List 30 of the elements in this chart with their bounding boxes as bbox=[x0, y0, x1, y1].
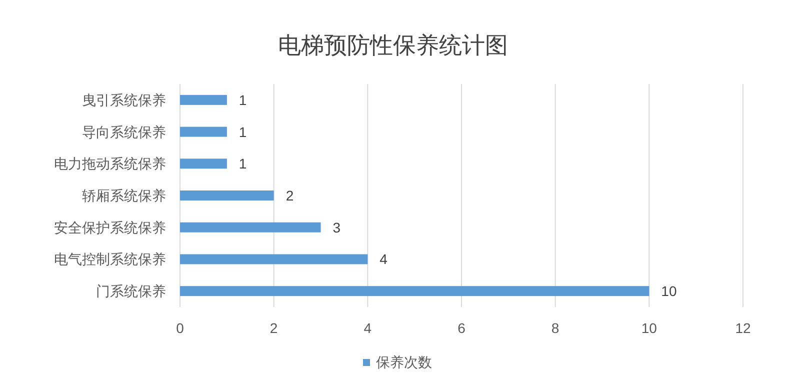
y-tick-label: 门系统保养 bbox=[96, 283, 166, 300]
bar bbox=[180, 190, 274, 200]
legend-label: 保养次数 bbox=[376, 354, 432, 370]
y-tick-label: 轿厢系统保养 bbox=[82, 188, 166, 204]
chart-title: 电梯预防性保养统计图 bbox=[278, 32, 508, 58]
bar bbox=[180, 222, 321, 232]
y-tick-label: 电力拖动系统保养 bbox=[54, 156, 166, 172]
y-tick-label: 安全保护系统保养 bbox=[54, 219, 166, 236]
bar bbox=[180, 254, 368, 264]
data-label: 10 bbox=[661, 283, 677, 300]
x-tick-label: 0 bbox=[176, 320, 184, 336]
x-tick-label: 6 bbox=[458, 320, 466, 336]
bar bbox=[180, 94, 227, 105]
data-label: 1 bbox=[238, 124, 247, 140]
data-label: 1 bbox=[238, 92, 247, 108]
bar bbox=[180, 126, 227, 137]
x-tick-label: 10 bbox=[641, 320, 658, 336]
bar bbox=[180, 158, 227, 169]
data-label: 3 bbox=[332, 219, 341, 236]
x-tick-label: 4 bbox=[364, 320, 372, 336]
y-tick-label: 曳引系统保养 bbox=[82, 92, 166, 108]
data-label: 4 bbox=[380, 251, 388, 268]
x-tick-label: 8 bbox=[551, 320, 560, 336]
y-tick-label: 电气控制系统保养 bbox=[54, 251, 166, 268]
y-tick-label: 导向系统保养 bbox=[82, 124, 166, 140]
bar bbox=[180, 286, 650, 296]
x-tick-label: 2 bbox=[270, 320, 278, 336]
x-tick-label: 12 bbox=[735, 320, 751, 336]
data-label: 1 bbox=[238, 156, 247, 172]
data-label: 2 bbox=[286, 188, 294, 204]
